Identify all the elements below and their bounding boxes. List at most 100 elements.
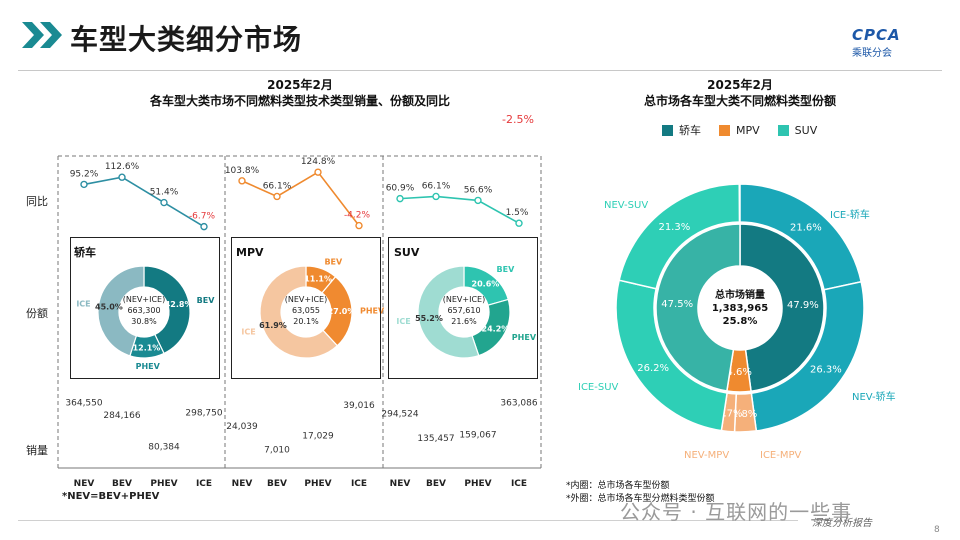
category-label: NEV [74, 479, 95, 489]
legend-swatch-mpv [719, 124, 730, 136]
pie-value-label: 11.1% [304, 275, 332, 284]
pie-name-label: PHEV [360, 307, 385, 316]
pie-slice-ice [97, 265, 145, 357]
yoy-label: 66.1% [263, 181, 292, 191]
left-title-line2: 各车型大类市场不同燃料类型技术类型销量、份额及同比 [149, 94, 450, 108]
sales-label: 159,067 [459, 430, 496, 440]
outer-value-label: 26.3% [810, 364, 842, 375]
left-footnote: *NEV=BEV+PHEV [62, 491, 160, 502]
pie-center-text: (NEV+ICE) [123, 295, 165, 304]
category-label: BEV [112, 479, 132, 489]
legend-mpv: MPV [719, 122, 760, 138]
right-footnote-2: *外圈：总市场各车型分燃料类型份额 [566, 494, 715, 504]
yoy-label: 124.8% [301, 157, 336, 167]
donut-center-text: 1,383,965 [712, 303, 768, 314]
category-label: PHEV [150, 479, 177, 489]
yoy-line-0 [83, 176, 205, 228]
logo-sub: 乘联分会 [852, 48, 892, 59]
outer-value-label: 21.3% [658, 222, 690, 233]
cpca-logo: CPCA 乘联分会 [852, 26, 901, 59]
outer-name-label: NEV-SUV [604, 200, 648, 211]
category-label: BEV [267, 479, 287, 489]
outer-name-label: ICE-MPV [760, 450, 802, 461]
title-divider [18, 70, 942, 71]
sales-label: 363,086 [500, 399, 537, 409]
pie-name-label: ICE [241, 328, 255, 337]
outer-name-label: NEV-轿车 [852, 390, 896, 403]
yoy-label: -6.7% [189, 212, 216, 222]
yoy-label: 60.9% [386, 184, 415, 194]
pie-center-text: 663,300 [127, 306, 160, 315]
pie-center-text: (NEV+ICE) [285, 295, 327, 304]
row-label-sales: 销量 [26, 444, 48, 457]
yoy-label: 66.1% [422, 181, 451, 191]
pie-name-label: PHEV [512, 333, 537, 342]
yoy-point [238, 177, 246, 185]
yoy-point [118, 173, 126, 181]
yoy-point [314, 168, 322, 176]
yoy-point [355, 221, 363, 230]
panel-title: MPV [236, 246, 264, 259]
watermark: 公众号 · 互联网的一些事 [620, 500, 853, 524]
yoy-line-1 [241, 171, 360, 227]
category-label: PHEV [304, 479, 331, 489]
outer-value-label: 26.2% [637, 363, 669, 374]
sales-label: 364,550 [65, 398, 102, 408]
yoy-point [273, 192, 281, 201]
panel-mpv [231, 237, 381, 379]
sales-label: 135,457 [417, 434, 454, 444]
pie-value-label: 12.1% [133, 343, 161, 352]
outer-name-label: NEV-MPV [684, 450, 729, 461]
panel-title: 轿车 [74, 245, 96, 259]
chevron-icon [22, 22, 62, 48]
sales-label: 294,524 [381, 409, 418, 419]
category-label: ICE [196, 479, 212, 489]
pie-value-label: 45.0% [95, 302, 123, 311]
pie-name-label: ICE [76, 300, 90, 309]
logo-text: CPCA [852, 26, 901, 44]
panel-sedan [70, 237, 220, 379]
pie-value-label: 27.0% [328, 307, 356, 316]
legend-label-sedan: 轿车 [679, 124, 701, 137]
sales-label: 17,029 [302, 432, 334, 442]
panel-suv [388, 237, 538, 379]
left-chart-canvas: 95.2%112.6%51.4%-6.7%103.8%66.1%124.8%-4… [57, 155, 542, 489]
yoy-label: 1.5% [506, 208, 529, 218]
yoy-point [160, 198, 168, 207]
legend-sedan: 轿车 [662, 122, 701, 138]
category-label: BEV [426, 479, 446, 489]
row-label-yoy: 同比 [26, 195, 48, 208]
inner-value-label: 4.6% [727, 367, 752, 378]
pie-name-label: BEV [497, 265, 516, 274]
legend-label-suv: SUV [794, 123, 818, 137]
outer-name-label: ICE-轿车 [830, 208, 870, 221]
outer-value-label: 21.6% [790, 222, 822, 233]
pie-name-label: BEV [324, 257, 343, 266]
pie-name-label: ICE [396, 317, 410, 326]
right-legend: 轿车 MPV SUV [662, 122, 817, 138]
legend-swatch-suv [777, 124, 789, 136]
pie-value-label: 42.8% [165, 300, 193, 309]
sales-label: 298,750 [185, 409, 222, 419]
pie-value-label: 20.6% [472, 280, 500, 289]
legend-suv: SUV [777, 122, 818, 138]
yoy-label: 103.8% [225, 166, 260, 176]
inner-slice-SUV [655, 223, 741, 392]
outer-value-label: 1.7% [717, 409, 742, 420]
sales-label: 39,016 [343, 401, 375, 411]
footer-brand: 深度分析报告 [812, 518, 872, 529]
inner-value-label: 47.9% [787, 300, 819, 311]
category-label: NEV [390, 479, 411, 489]
row-label-share: 份额 [26, 307, 48, 320]
outer-value-label: 2.8% [732, 409, 757, 420]
pie-value-label: 24.2% [482, 325, 510, 334]
right-title-line2: 总市场各车型大类不同燃料类型份额 [643, 94, 836, 108]
yoy-label: -4.2% [344, 211, 371, 221]
donut-center-text: 总市场销量 [715, 288, 765, 301]
right-chart-canvas: 47.9% 4.6% 47.5% 21.6% 26.3% 2.8%1.7% 26.2% 21.… [578, 183, 896, 461]
pie-center-text: (NEV+ICE) [443, 295, 485, 304]
yoy-line-2 [399, 195, 520, 224]
yoy-label: 95.2% [70, 169, 99, 179]
right-title-line1: 2025年2月 [707, 78, 773, 92]
sales-label: 24,039 [226, 422, 258, 432]
